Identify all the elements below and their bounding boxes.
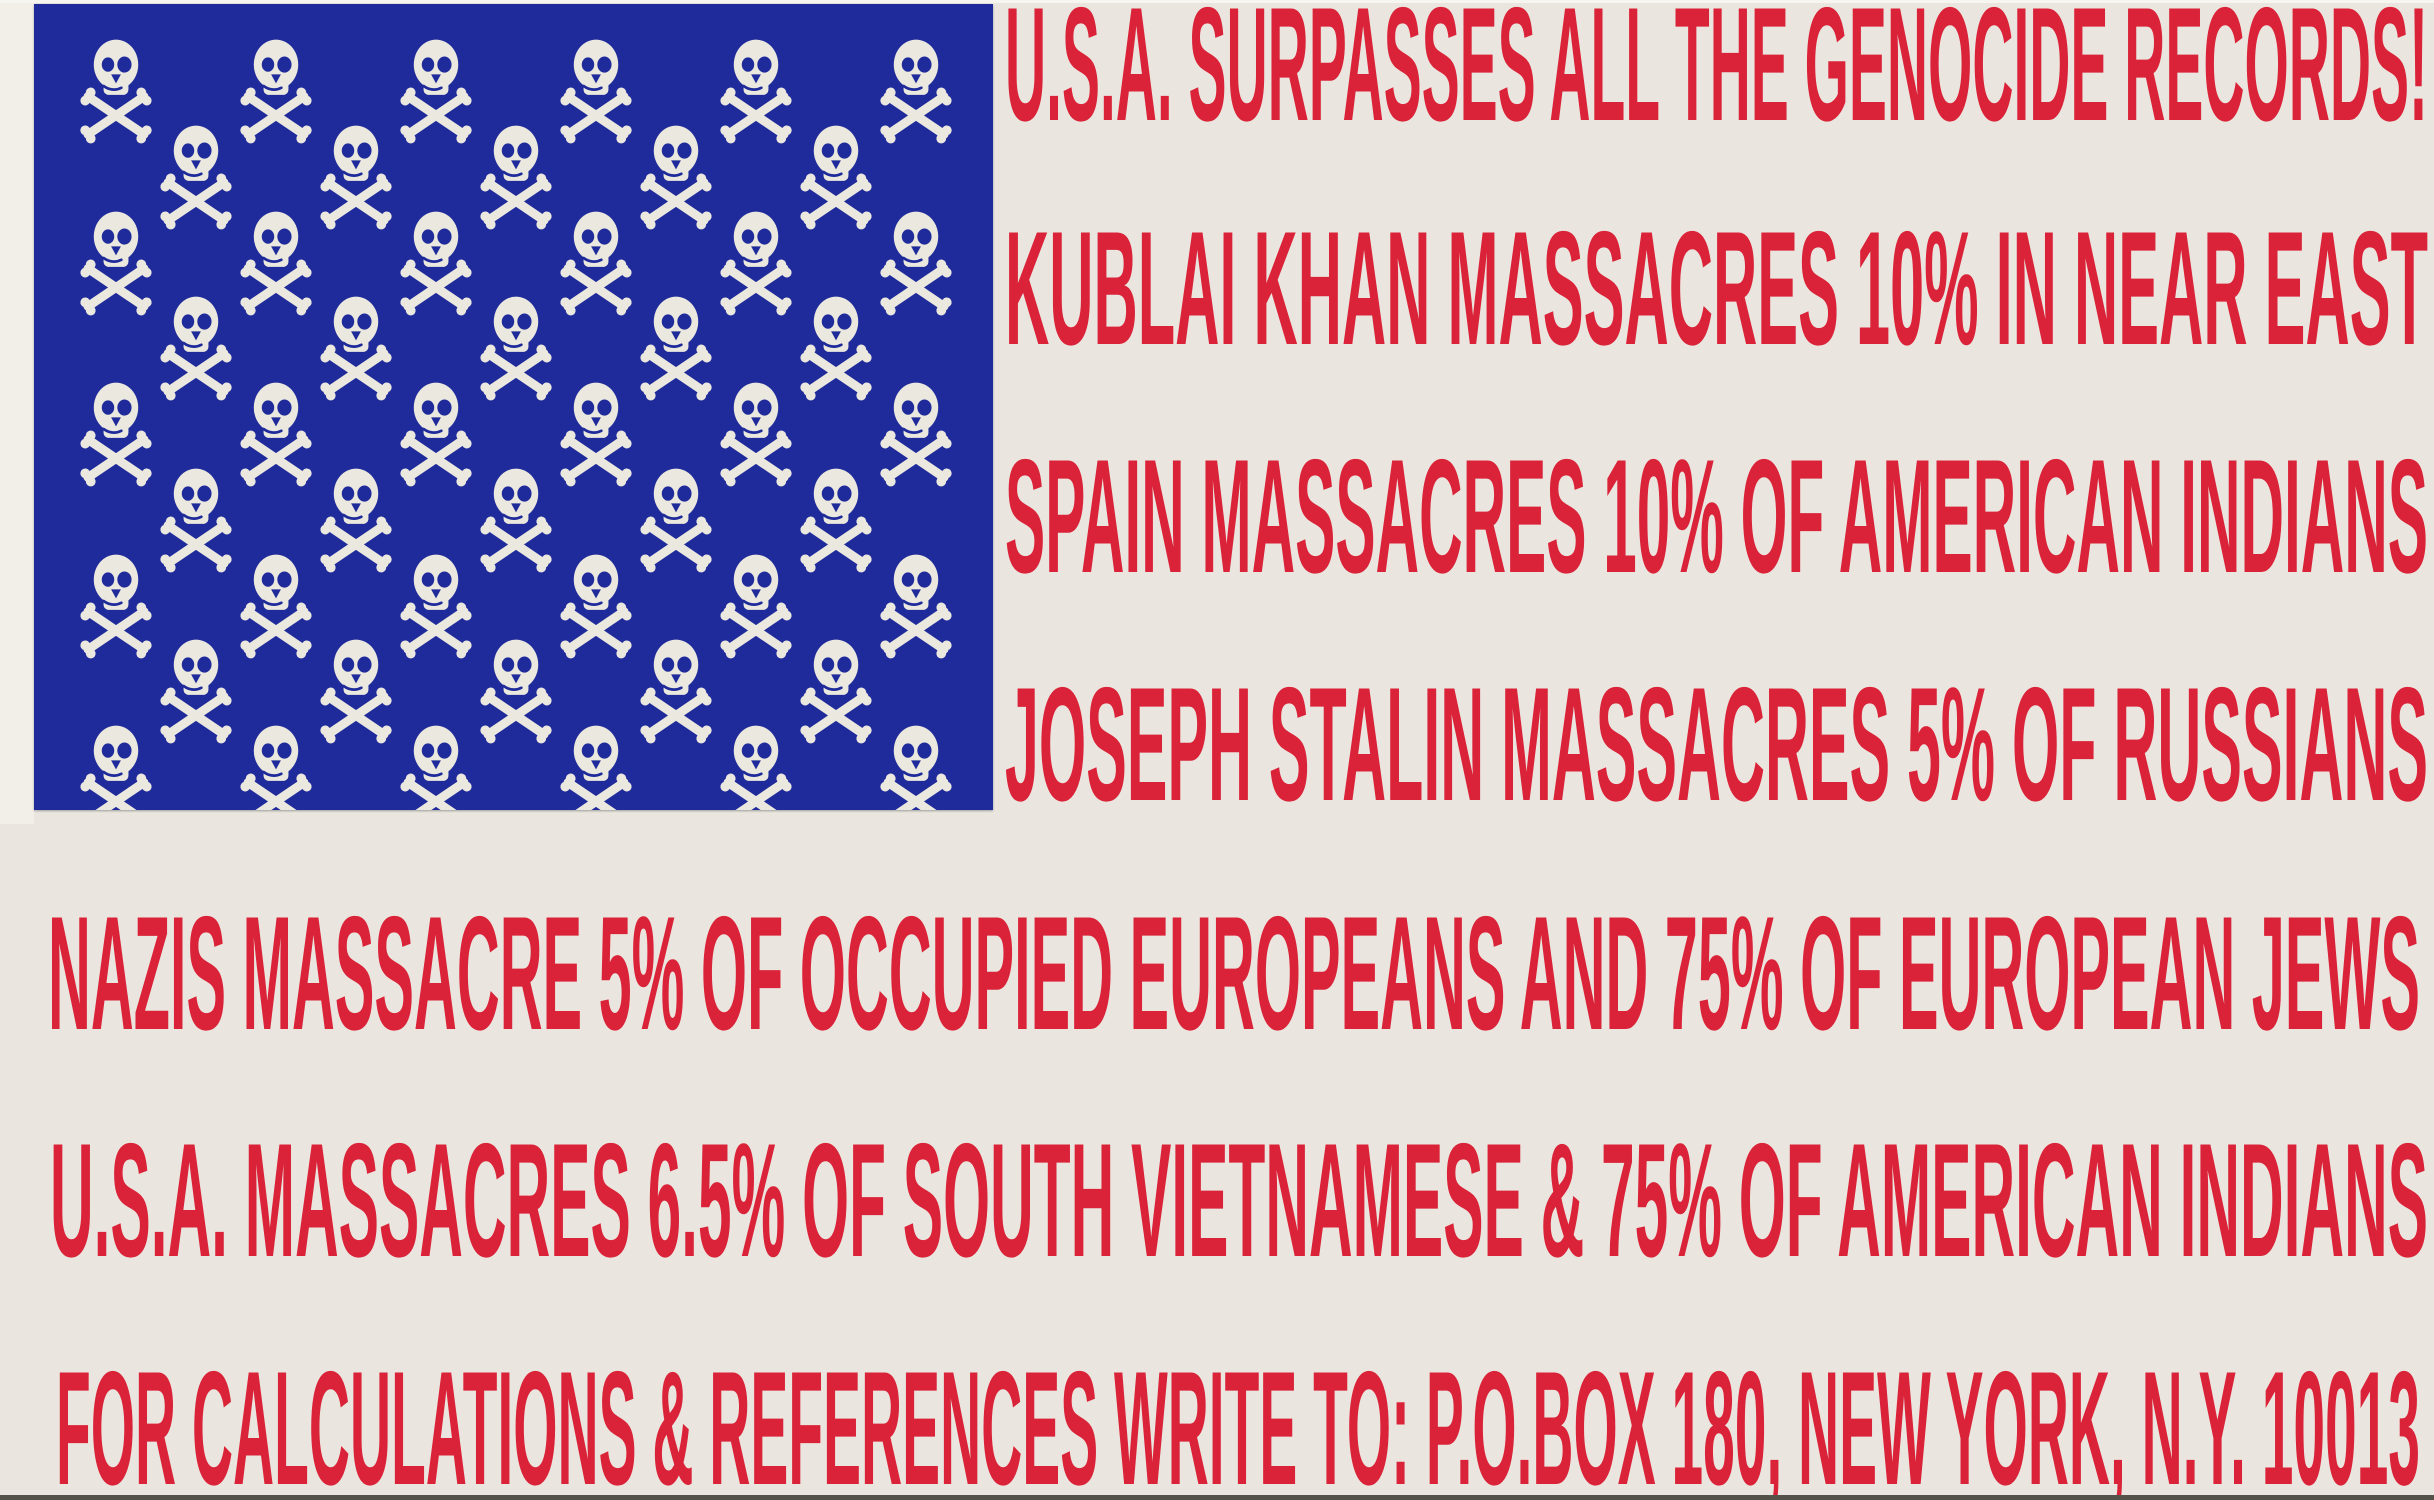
skull-crossbones-icon (800, 468, 872, 573)
skull-crossbones-icon (160, 468, 232, 573)
skull-crossbones-icon (560, 554, 632, 658)
genocide-line-1: U.S.A. SURPASSES ALL THE GENOCIDE RECORD… (1005, 0, 2428, 155)
skull-crossbones-icon (240, 39, 312, 144)
skull-crossbones-icon (880, 39, 952, 144)
skull-crossbones-icon (400, 382, 472, 487)
poster-top-edge (0, 0, 2434, 3)
skull-crossbones-icon (160, 639, 232, 744)
genocide-line-3-text: SPAIN MASSACRES 10% OF AMERICAN INDIANS (1005, 426, 2428, 607)
skull-crossbones-icon (240, 554, 312, 658)
skull-crossbones-icon (880, 382, 952, 487)
genocide-line-4: JOSEPH STALIN MASSACRES 5% OF RUSSIANS (1005, 654, 2428, 835)
skull-crossbones-icon (720, 39, 792, 144)
skull-crossbones-icon (720, 554, 792, 658)
skull-crossbones-icon (560, 382, 632, 487)
poster-bottom-edge (0, 1495, 2434, 1500)
genocide-line-6: U.S.A. MASSACRES 6.5% OF SOUTH VIETNAMES… (50, 1110, 2428, 1291)
skull-crossbones-icon (320, 468, 392, 573)
skull-crossbones-icon (640, 296, 712, 401)
skull-crossbones-icon (720, 211, 792, 315)
skull-crossbones-icon (240, 382, 312, 487)
skull-crossbones-icon (480, 296, 552, 401)
skull-crossbones-icon (880, 725, 952, 810)
genocide-line-5-text: NAZIS MASSACRE 5% OF OCCUPIED EUROPEANS … (48, 883, 2420, 1064)
skull-crossbones-icon (80, 382, 152, 487)
flag-canton (34, 4, 993, 810)
skull-crossbones-icon (80, 211, 152, 315)
skull-crossbones-icon (720, 725, 792, 810)
skull-crossbones-icon (480, 468, 552, 573)
skull-crossbones-icon (560, 211, 632, 315)
skull-crossbones-icon (240, 725, 312, 810)
skull-crossbones-icon (800, 639, 872, 744)
genocide-line-3: SPAIN MASSACRES 10% OF AMERICAN INDIANS (1005, 426, 2428, 607)
skull-crossbones-icon (480, 125, 552, 230)
skull-crossbones-icon (800, 125, 872, 230)
skull-crossbones-icon (80, 39, 152, 144)
skull-crossbones-icon (80, 554, 152, 658)
genocide-line-2-text: KUBLAI KHAN MASSACRES 10% IN NEAR EAST (1005, 198, 2428, 379)
skull-crossbones-icon (320, 296, 392, 401)
skull-crossbones-icon (160, 296, 232, 401)
genocide-line-2: KUBLAI KHAN MASSACRES 10% IN NEAR EAST (1005, 198, 2428, 379)
genocide-line-5: NAZIS MASSACRE 5% OF OCCUPIED EUROPEANS … (48, 883, 2420, 1064)
skull-crossbones-icon (160, 125, 232, 230)
skull-crossbones-icon (400, 725, 472, 810)
genocide-line-4-text: JOSEPH STALIN MASSACRES 5% OF RUSSIANS (1005, 654, 2428, 835)
genocide-line-6-text: U.S.A. MASSACRES 6.5% OF SOUTH VIETNAMES… (50, 1110, 2428, 1291)
skull-crossbones-icon (800, 296, 872, 401)
skull-crossbones-icon (400, 39, 472, 144)
address-line: FOR CALCULATIONS & REFERENCES WRITE TO: … (56, 1338, 2420, 1500)
skull-crossbones-icon (320, 639, 392, 744)
skull-crossbones-icon (640, 639, 712, 744)
address-line-text: FOR CALCULATIONS & REFERENCES WRITE TO: … (56, 1338, 2420, 1500)
skull-crossbones-icon (400, 554, 472, 658)
skull-crossbones-icon (400, 211, 472, 315)
skull-crossbones-icon (880, 554, 952, 658)
skull-crossbones-icon (240, 211, 312, 315)
skull-crossbones-icon (480, 639, 552, 744)
skull-crossbones-icon (880, 211, 952, 315)
skull-crossbones-icon (560, 725, 632, 810)
skull-crossbones-icon (80, 725, 152, 810)
skull-crossbones-icon (560, 39, 632, 144)
poster-left-margin (0, 0, 34, 824)
skull-crossbones-icon (640, 468, 712, 573)
skull-crossbones-icon (720, 382, 792, 487)
genocide-line-1-text: U.S.A. SURPASSES ALL THE GENOCIDE RECORD… (1005, 0, 2428, 155)
skull-crossbones-icon (320, 125, 392, 230)
skull-crossbones-icon (640, 125, 712, 230)
